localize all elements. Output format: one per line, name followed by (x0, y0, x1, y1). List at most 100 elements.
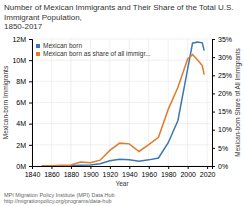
tick-label: 1880 (64, 171, 80, 178)
x-axis-title: Year (115, 180, 129, 187)
tick-label: 2M (16, 142, 26, 149)
tick-mark (29, 103, 32, 104)
tick-mark (188, 166, 189, 169)
tick-label: 10M (12, 57, 26, 64)
legend-swatch (36, 44, 40, 48)
tick-mark (29, 145, 32, 146)
tick-mark (29, 166, 32, 167)
grid-line-y (32, 144, 212, 145)
tick-mark (51, 166, 52, 169)
tick-mark (129, 166, 130, 169)
tick-mark (29, 39, 32, 40)
axis-domain (33, 167, 213, 170)
tick: 6M (16, 99, 32, 106)
tick-mark (71, 166, 72, 169)
tick-label: 0M (16, 163, 26, 170)
tick: 15% (212, 108, 232, 115)
tick-mark (212, 148, 215, 149)
tick: 1840 (25, 166, 41, 178)
source-note: http://migrationpolicy.org/programs/data… (4, 198, 112, 204)
tick-label: 0% (218, 163, 228, 170)
tick: 4M (16, 120, 32, 127)
tick-label: 5% (218, 145, 228, 152)
legend-label: Mexican born (43, 42, 82, 49)
tick: 2M (16, 142, 32, 149)
tick-mark (29, 81, 32, 82)
chart-title: Number of Mexican Immigrants and Their S… (4, 3, 234, 31)
tick-label: 1860 (44, 171, 60, 178)
y-axis-title: Mexican-born Immigrants (2, 65, 10, 139)
tick-mark (29, 124, 32, 125)
tick-mark (212, 75, 215, 76)
tick: 20% (212, 90, 232, 97)
tick-mark (90, 166, 91, 169)
title-line: 1850-2017 (4, 22, 43, 31)
grid-line-y (32, 123, 212, 124)
tick-mark (207, 166, 208, 169)
tick: 1900 (83, 166, 99, 178)
tick: 8M (16, 78, 32, 85)
tick-label: 2000 (180, 171, 196, 178)
tick: 2020 (200, 166, 216, 178)
tick: 0M (16, 163, 32, 170)
legend-item: Mexican born as share of all immigr... (36, 50, 151, 58)
tick-label: 30% (218, 54, 232, 61)
tick-mark (212, 93, 215, 94)
tick-mark (212, 112, 215, 113)
lines (42, 42, 204, 166)
title-line: Number of Mexican Immigrants and Their S… (4, 3, 234, 12)
tick-label: 15% (218, 108, 232, 115)
tick-label: 1920 (103, 171, 119, 178)
tick: 2000 (180, 166, 196, 178)
tick: 35% (212, 36, 232, 43)
grid-line-y (32, 102, 212, 103)
tick-label: 20% (218, 90, 232, 97)
y2-axis-title: Mexican-born Share of All Immigrants (234, 48, 242, 157)
title-line: Immigrant Population, (4, 13, 82, 22)
tick: 30% (212, 54, 232, 61)
series-line (42, 55, 204, 166)
grid-line-y (32, 39, 212, 40)
tick-label: 35% (218, 36, 232, 43)
y-axis: 0M 2M 4M 6M 8M 10M 12M (12, 36, 32, 170)
tick-label: 8M (16, 78, 26, 85)
x-axis: 18401860 18801900 192019401960 19802000 2020 (25, 166, 216, 178)
legend-item: Mexican born (36, 42, 82, 49)
tick: 25% (212, 72, 232, 79)
tick-label: 25% (218, 72, 232, 79)
y2-axis: 0% 5% 10% 15% 20% 25% 30% 35% (212, 36, 232, 170)
axis-domain (29, 40, 33, 167)
legend-label: Mexican born as share of all immigr... (43, 50, 151, 58)
tick-mark (212, 57, 215, 58)
tick: 10M (12, 57, 32, 64)
tick-mark (110, 166, 111, 169)
tick-mark (212, 166, 215, 167)
tick-mark (212, 130, 215, 131)
tick: 5% (212, 145, 228, 152)
tick-mark (149, 166, 150, 169)
tick: 1860 (44, 166, 60, 178)
tick-mark (168, 166, 169, 169)
series-line (42, 42, 204, 166)
tick-label: 4M (16, 120, 26, 127)
tick-label: 6M (16, 99, 26, 106)
tick-label: 1980 (161, 171, 177, 178)
tick-label: 10% (218, 126, 232, 133)
tick: 1980 (161, 166, 177, 178)
plot: 18401860 18801900 192019401960 19802000 2020… (12, 36, 232, 178)
axis-domain (213, 40, 216, 167)
tick-label: 1940 (122, 171, 138, 178)
grid (32, 39, 212, 166)
legend: Mexican bornMexican born as share of all… (36, 42, 151, 58)
tick-label: 1960 (141, 171, 157, 178)
tick: 12M (12, 36, 32, 43)
tick: 0% (212, 163, 228, 170)
tick-label: 2020 (200, 171, 216, 178)
tick: 1960 (141, 166, 157, 178)
tick: 1920 (103, 166, 119, 178)
tick-label: 1900 (83, 171, 99, 178)
grid-line-y (32, 60, 212, 61)
tick-mark (29, 60, 32, 61)
chart: Number of Mexican Immigrants and Their S… (0, 0, 244, 206)
tick: 10% (212, 126, 232, 133)
